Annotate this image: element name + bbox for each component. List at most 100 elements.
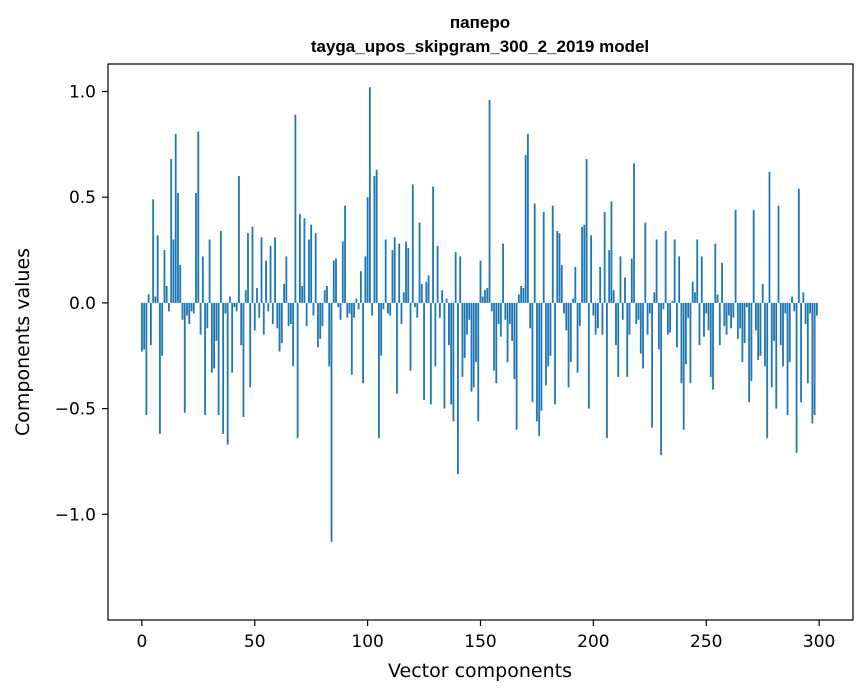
bar bbox=[748, 302, 751, 403]
bar bbox=[540, 302, 543, 411]
bar bbox=[612, 290, 615, 303]
bar bbox=[396, 302, 398, 394]
bar bbox=[314, 233, 317, 303]
bar bbox=[782, 302, 784, 367]
bar bbox=[425, 281, 428, 303]
bar bbox=[154, 296, 157, 303]
bar bbox=[247, 233, 249, 303]
bar bbox=[804, 302, 807, 325]
bar bbox=[260, 237, 263, 303]
bar bbox=[714, 243, 717, 303]
bar bbox=[619, 256, 622, 303]
bar bbox=[698, 302, 701, 346]
bar bbox=[242, 302, 245, 418]
bar bbox=[527, 133, 529, 303]
bar bbox=[140, 302, 143, 352]
bar bbox=[493, 302, 495, 371]
bar bbox=[296, 302, 299, 439]
bar bbox=[497, 302, 500, 325]
bar bbox=[596, 302, 599, 329]
bar bbox=[454, 252, 457, 303]
bar bbox=[542, 211, 545, 303]
bar bbox=[328, 302, 331, 367]
x-tick-label: 100 bbox=[351, 632, 383, 652]
bar bbox=[682, 302, 685, 430]
bar bbox=[572, 298, 574, 303]
bar bbox=[294, 114, 297, 303]
bar bbox=[628, 302, 631, 335]
bar bbox=[603, 211, 606, 303]
bar bbox=[736, 302, 739, 339]
bar bbox=[265, 260, 267, 303]
bar bbox=[655, 239, 658, 303]
bar bbox=[206, 302, 209, 329]
bar bbox=[524, 154, 527, 303]
bar bbox=[409, 302, 412, 371]
bar bbox=[806, 302, 809, 384]
bar bbox=[716, 294, 719, 303]
bar bbox=[764, 302, 766, 367]
bar bbox=[475, 302, 477, 363]
bar bbox=[520, 285, 523, 303]
bar bbox=[777, 205, 780, 303]
bar bbox=[745, 302, 748, 308]
bar bbox=[405, 241, 407, 303]
bar bbox=[384, 239, 387, 303]
bar bbox=[610, 201, 613, 303]
bar bbox=[660, 302, 663, 456]
bar bbox=[723, 302, 726, 327]
bar bbox=[648, 302, 651, 314]
bar bbox=[407, 247, 410, 303]
bar bbox=[149, 302, 152, 346]
y-tick-label: 0.5 bbox=[69, 188, 96, 208]
bar bbox=[357, 302, 360, 310]
bar bbox=[215, 302, 218, 341]
x-axis: 0 50 100 150 200 250 300 bbox=[136, 620, 835, 652]
y-axis: 1.0 0.5 0.0 −0.5 −1.0 bbox=[55, 82, 108, 525]
bar bbox=[452, 302, 455, 422]
bar bbox=[687, 302, 690, 318]
bar bbox=[587, 302, 590, 409]
bar bbox=[617, 302, 620, 377]
bar bbox=[642, 302, 644, 369]
bar bbox=[488, 99, 491, 303]
bar bbox=[691, 281, 694, 303]
bar bbox=[784, 302, 787, 314]
bar bbox=[161, 302, 164, 356]
bar bbox=[303, 218, 306, 303]
bar bbox=[398, 243, 401, 303]
bar bbox=[235, 302, 238, 312]
bar bbox=[339, 302, 342, 320]
bar bbox=[312, 302, 315, 316]
bar bbox=[292, 302, 295, 367]
bar bbox=[479, 260, 482, 303]
bar bbox=[768, 171, 771, 303]
bar bbox=[226, 302, 229, 445]
bar bbox=[323, 290, 326, 303]
bar bbox=[321, 302, 324, 327]
bar bbox=[183, 302, 186, 413]
bar bbox=[416, 302, 419, 318]
bar bbox=[375, 169, 378, 303]
bar bbox=[350, 302, 353, 375]
bar bbox=[152, 199, 155, 303]
bar bbox=[517, 294, 520, 303]
bar bbox=[522, 288, 525, 303]
bar bbox=[676, 302, 678, 348]
bar bbox=[635, 302, 638, 325]
bar bbox=[567, 302, 570, 388]
bar bbox=[438, 302, 441, 318]
bar bbox=[621, 302, 624, 320]
bar bbox=[775, 302, 778, 409]
y-tick-label: 0.0 bbox=[69, 294, 96, 314]
y-tick-label: 1.0 bbox=[69, 82, 96, 102]
bar bbox=[802, 292, 805, 303]
bar bbox=[190, 302, 193, 312]
bar bbox=[411, 184, 414, 303]
bar bbox=[606, 302, 608, 439]
bar bbox=[341, 241, 344, 303]
bar bbox=[511, 302, 514, 341]
bar bbox=[673, 239, 676, 303]
bar bbox=[486, 288, 489, 303]
